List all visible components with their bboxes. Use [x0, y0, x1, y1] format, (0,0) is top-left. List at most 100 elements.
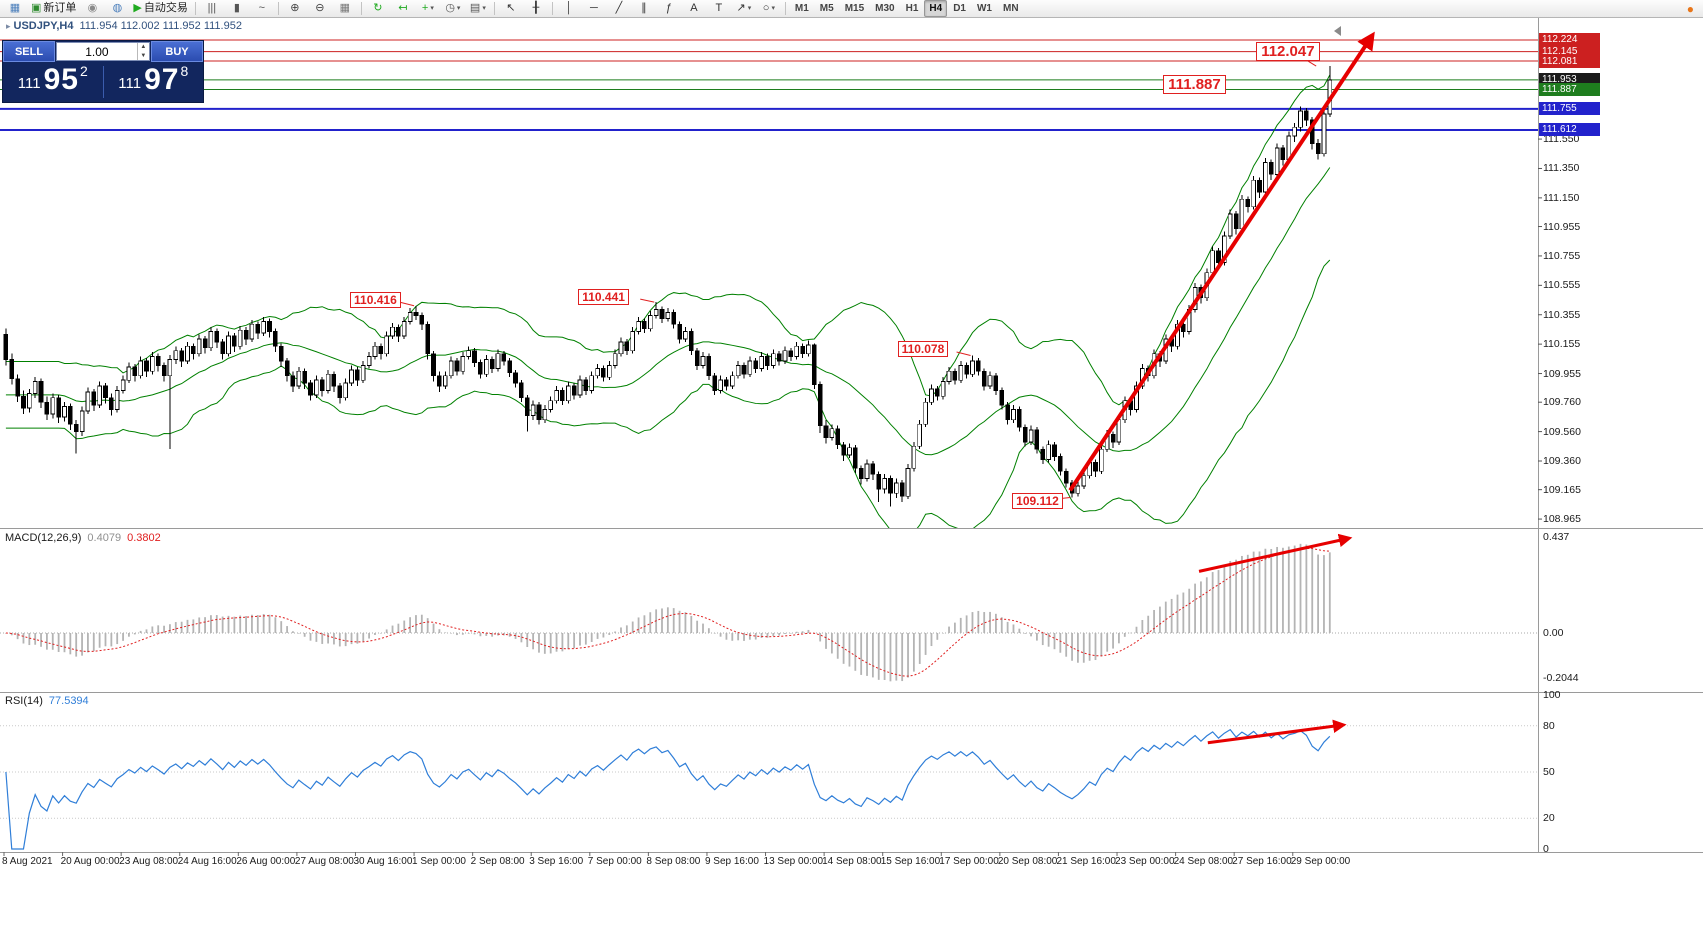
notification-icon[interactable]: ●: [1686, 1, 1694, 16]
autotrading-button[interactable]: ▶ 自动交易: [130, 0, 190, 18]
price-tag-111.755: 111.755: [1539, 102, 1600, 116]
time-axis-label: 24 Sep 08:00: [1173, 856, 1234, 867]
time-axis-label: 27 Sep 16:00: [1232, 856, 1292, 867]
price-scale-tick: 110.555: [1543, 279, 1581, 292]
volume-up-button[interactable]: ▲: [140, 44, 147, 51]
trend-arrows[interactable]: [1068, 31, 1375, 745]
annotation-tail: [956, 351, 971, 356]
bollinger-upper: [5, 74, 1331, 406]
time-axis-label: 15 Sep 16:00: [880, 856, 941, 867]
fibonacci-icon: ƒ: [665, 2, 672, 14]
arrows-tool-icon: ↗: [736, 2, 746, 14]
volume-down-button[interactable]: ▼: [140, 52, 147, 59]
rsi-trend-arrow[interactable]: [1207, 719, 1347, 745]
main-trend-arrow[interactable]: [1068, 31, 1375, 492]
line-chart-icon[interactable]: ~: [250, 0, 274, 18]
zoom-in-icon[interactable]: ⊕: [283, 0, 307, 18]
buy-button[interactable]: BUY: [151, 41, 203, 62]
dropdown-caret-icon[interactable]: ▾: [456, 5, 461, 12]
text-icon[interactable]: A: [682, 0, 706, 18]
time-axis-label: 13 Sep 00:00: [763, 856, 824, 867]
channel-icon[interactable]: ∥: [632, 0, 656, 18]
rsi-scale-tick: 0: [1543, 843, 1549, 855]
price-scale-tick: 110.955: [1543, 220, 1581, 233]
chart-symbol-period: USDJPY,H4: [13, 20, 74, 32]
chart-shift-icon[interactable]: ↤: [391, 0, 415, 18]
price-annotation-112.047[interactable]: 112.047: [1256, 42, 1320, 61]
indicators-icon[interactable]: + ▾: [416, 0, 440, 18]
charts-icon: ▦: [9, 2, 21, 14]
sounds-icon[interactable]: ◍: [105, 0, 129, 18]
timeframe-d1-button[interactable]: D1: [953, 3, 966, 14]
time-axis-label: 20 Sep 08:00: [997, 856, 1058, 867]
toolbar-separator: [194, 2, 196, 15]
timeframe-m1-button[interactable]: M1: [794, 3, 809, 14]
text-label-icon[interactable]: T: [707, 0, 731, 18]
dropdown-caret-icon[interactable]: ▾: [771, 5, 775, 12]
crosshair-icon[interactable]: ╂: [524, 0, 548, 18]
price-annotation-109.112[interactable]: 109.112: [1012, 493, 1063, 510]
horizontal-line-icon[interactable]: ─: [582, 0, 606, 18]
fibonacci-icon[interactable]: ƒ: [657, 0, 681, 18]
ellipse-tool-icon[interactable]: ○ ▾: [757, 0, 781, 18]
macd-signal-line: [5, 547, 1330, 677]
candlestick-chart-icon[interactable]: ▮: [225, 0, 249, 18]
price-scale-tick: 110.755: [1543, 249, 1581, 262]
price-annotation-110.416[interactable]: 110.416: [350, 291, 401, 308]
price-tag-111.887: 111.887: [1539, 83, 1600, 97]
time-axis-label: 29 Sep 00:00: [1290, 856, 1351, 867]
volume-input[interactable]: [57, 43, 137, 60]
zoom-out-icon: ⊖: [315, 2, 325, 14]
timeframe-mn-button[interactable]: MN: [1002, 3, 1019, 14]
tile-windows-icon[interactable]: ▦: [333, 0, 357, 18]
new-order-button[interactable]: ▣ 新订单: [28, 0, 79, 18]
annotation-tail: [640, 298, 655, 303]
time-axis-label: 8 Sep 08:00: [646, 856, 701, 867]
cursor-icon[interactable]: ↖: [499, 0, 523, 18]
time-axis-label: 1 Sep 00:00: [412, 856, 466, 867]
candles-series: [3, 66, 1333, 507]
macd-trend-arrow[interactable]: [1198, 533, 1353, 573]
bar-chart-icon[interactable]: |||: [200, 0, 224, 18]
trendline-icon[interactable]: ╱: [607, 0, 631, 18]
templates-icon[interactable]: ▤ ▾: [466, 0, 490, 18]
timeframe-h1-button[interactable]: H1: [905, 3, 919, 14]
zoom-out-icon[interactable]: ⊖: [308, 0, 332, 18]
chart-ohlc-values: 111.954 112.002 111.952 111.952: [79, 20, 242, 32]
arrows-tool-icon[interactable]: ↗ ▾: [732, 0, 756, 18]
time-axis-label: 17 Sep 00:00: [939, 856, 999, 867]
vertical-line-icon[interactable]: │: [557, 0, 581, 18]
dropdown-caret-icon[interactable]: ▾: [430, 5, 434, 12]
price-annotation-110.441[interactable]: 110.441: [578, 289, 629, 306]
rsi-scale-tick: 20: [1543, 812, 1555, 825]
dropdown-caret-icon[interactable]: ▾: [747, 5, 752, 12]
price-annotation-110.078[interactable]: 110.078: [897, 341, 949, 358]
periods-icon: ◷: [445, 2, 455, 14]
text-icon: A: [690, 2, 698, 14]
time-axis-label: 9 Sep 16:00: [704, 856, 759, 867]
price-annotation-111.887[interactable]: 111.887: [1163, 74, 1226, 94]
time-axis-label: 20 Aug 00:00: [60, 856, 120, 867]
tile-windows-icon: ▦: [339, 2, 351, 14]
horizontal-price-lines[interactable]: [0, 39, 1538, 131]
bollinger-bands: [5, 74, 1331, 528]
annotation-tail: [399, 301, 415, 307]
timeframe-m15-button[interactable]: M15: [844, 3, 865, 14]
timeframe-h4-button[interactable]: H4: [924, 0, 948, 17]
price-tag-112.081: 112.081: [1539, 54, 1600, 68]
timeframe-w1-button[interactable]: W1: [976, 3, 992, 14]
timeframe-m5-button[interactable]: M5: [819, 3, 834, 14]
timeframe-m30-button[interactable]: M30: [875, 3, 895, 14]
community-icon[interactable]: ◉: [80, 0, 104, 18]
price-scale-tick: 109.560: [1543, 425, 1581, 438]
macd-scale-tick: 0.437: [1543, 530, 1570, 543]
candlestick-chart-icon: ▮: [233, 2, 240, 14]
price-scale-tick: 109.955: [1543, 367, 1581, 380]
charts-icon[interactable]: ▦: [3, 0, 27, 18]
auto-scroll-icon[interactable]: ↻: [366, 0, 390, 18]
periods-icon[interactable]: ◷ ▾: [441, 0, 465, 18]
sell-button[interactable]: SELL: [3, 41, 55, 62]
dropdown-caret-icon[interactable]: ▾: [482, 5, 486, 12]
